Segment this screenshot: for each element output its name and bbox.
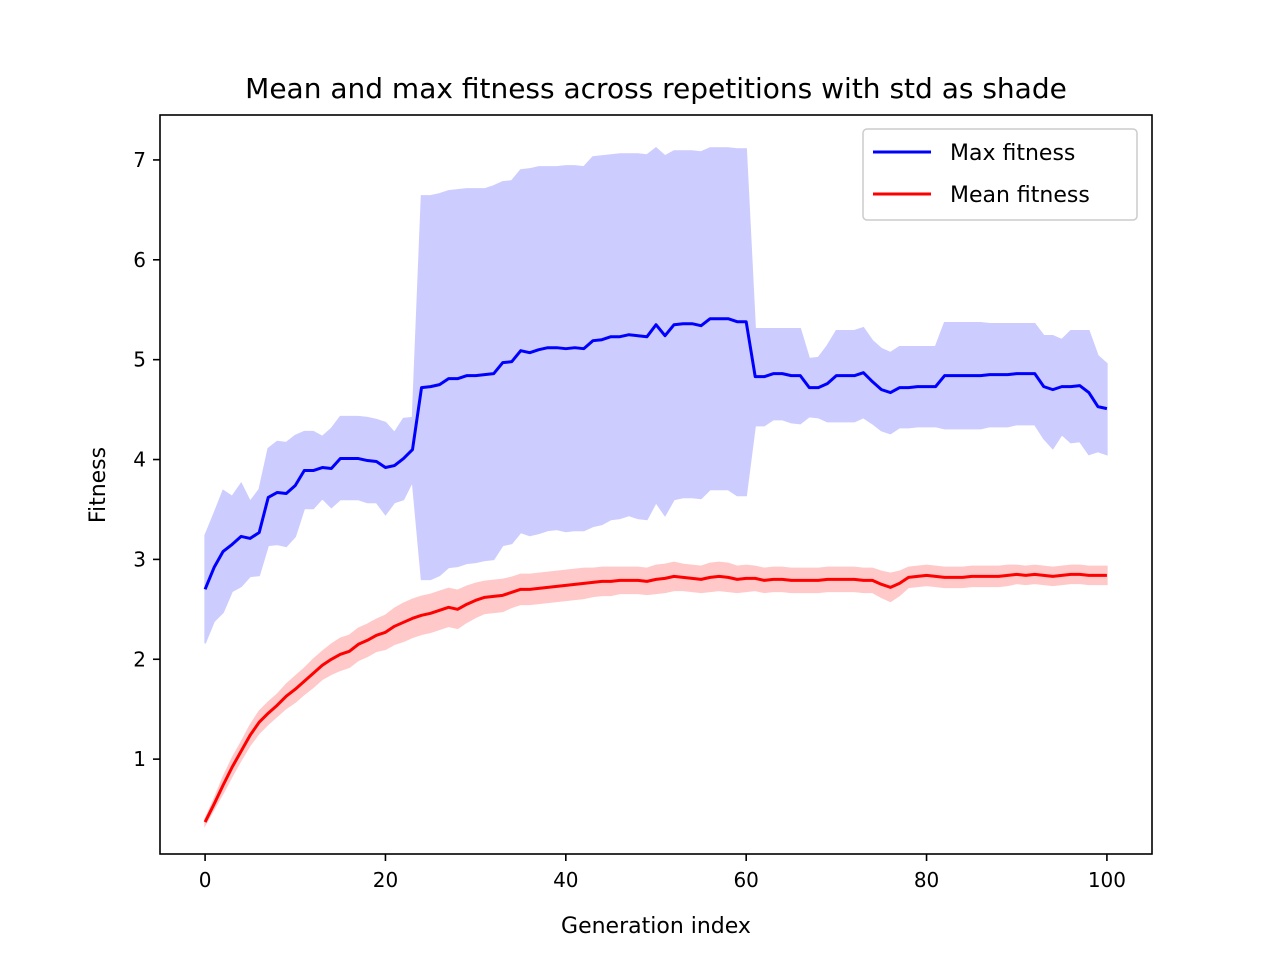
y-axis-label: Fitness [86, 447, 111, 523]
x-axis-ticks: 0 20 40 60 80 100 [199, 854, 1126, 892]
legend-label-mean-fitness: Mean fitness [950, 183, 1090, 208]
x-tick-label: 60 [733, 868, 758, 892]
y-tick-label: 1 [133, 747, 146, 771]
y-tick-label: 5 [133, 348, 146, 372]
mean-fitness-line [203, 572, 1107, 823]
max-fitness-std-band [204, 146, 1108, 644]
chart-title: Mean and max fitness across repetitions … [245, 72, 1067, 105]
x-tick-label: 40 [553, 868, 578, 892]
legend: Max fitness Mean fitness [862, 128, 1138, 221]
x-tick-label: 0 [199, 868, 212, 892]
mean-fitness-std-band [204, 561, 1108, 828]
y-tick-label: 6 [133, 248, 146, 272]
y-tick-label: 4 [133, 448, 146, 472]
plot-frame [159, 114, 1153, 855]
max-fitness-line [203, 317, 1108, 590]
x-axis-label: Generation index [561, 914, 751, 939]
series-lines [203, 317, 1108, 823]
legend-label-max-fitness: Max fitness [950, 141, 1075, 166]
legend-box [862, 128, 1138, 221]
y-axis-ticks: 1 2 3 4 5 6 7 [133, 148, 160, 771]
x-tick-label: 80 [914, 868, 939, 892]
x-tick-label: 100 [1088, 868, 1126, 892]
x-tick-label: 20 [373, 868, 398, 892]
y-tick-label: 7 [133, 148, 146, 172]
y-tick-label: 2 [133, 647, 146, 671]
std-bands [204, 146, 1108, 828]
y-tick-label: 3 [133, 547, 146, 571]
